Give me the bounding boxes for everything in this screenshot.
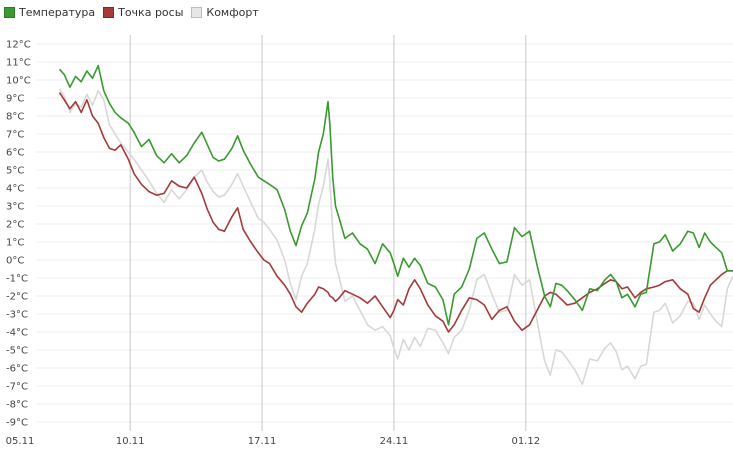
y-tick-label: 0°C (6, 256, 24, 267)
y-tick-label: -9°C (6, 418, 28, 429)
legend-swatch-dewpoint (103, 6, 115, 18)
y-tick-label: 2°C (6, 220, 24, 231)
y-tick-label: 9°C (6, 94, 24, 105)
y-tick-label: -4°C (6, 328, 28, 339)
x-tick-label: 17.11 (248, 436, 277, 447)
series-layer (58, 64, 733, 385)
vertical-gridlines (129, 35, 527, 431)
y-tick-label: -8°C (6, 400, 28, 411)
y-tick-label: 8°C (6, 112, 24, 123)
x-tick-label: 24.11 (380, 436, 409, 447)
x-tick-label: 05.11 (6, 436, 35, 447)
y-tick-label: -2°C (6, 292, 28, 303)
x-axis: 05.11 10.11 17.11 24.11 01.12 (6, 436, 540, 447)
y-tick-label: -6°C (6, 364, 28, 375)
series-line-comfort[interactable] (58, 88, 733, 385)
y-tick-label: -7°C (6, 382, 28, 393)
legend-swatch-temperature (4, 6, 15, 18)
y-tick-label: 7°C (6, 130, 24, 141)
y-tick-label: -5°C (6, 346, 28, 357)
y-tick-label: -3°C (6, 310, 28, 321)
series-line-dewpoint[interactable] (58, 92, 733, 333)
legend-item-dewpoint[interactable]: Точка росы (103, 6, 183, 19)
horizontal-gridlines (36, 43, 733, 423)
legend-label-temperature: Температура (19, 5, 96, 19)
y-tick-label: 3°C (6, 202, 24, 213)
y-tick-label: 4°C (6, 184, 24, 195)
y-tick-label: 1°C (6, 238, 24, 249)
y-tick-label: 6°C (6, 148, 24, 159)
x-tick-label: 01.12 (511, 436, 540, 447)
legend-swatch-comfort (191, 6, 203, 18)
legend-label-dewpoint: Точка росы (118, 5, 184, 19)
y-tick-label: 11°C (6, 58, 31, 69)
y-tick-label: 12°C (6, 40, 31, 51)
x-tick-label: 10.11 (116, 436, 145, 447)
chart-legend: Температура Точка росы Комфорт (4, 4, 267, 20)
legend-item-temperature[interactable]: Температура (4, 6, 95, 19)
series-line-temperature[interactable] (58, 64, 733, 326)
legend-label-comfort: Комфорт (206, 5, 259, 19)
legend-item-comfort[interactable]: Комфорт (191, 5, 259, 19)
y-tick-label: 10°C (6, 76, 31, 87)
y-tick-label: 5°C (6, 166, 24, 177)
y-axis: 12°C 11°C 10°C 9°C 8°C 7°C 6°C 5°C 4°C 3°C 2°C 1°C 0… (6, 40, 31, 429)
y-tick-label: -1°C (6, 274, 28, 285)
